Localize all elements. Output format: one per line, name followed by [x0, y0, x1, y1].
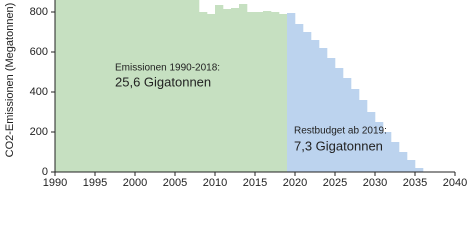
bar [359, 100, 368, 172]
bar [103, 0, 112, 172]
bar [343, 78, 352, 172]
bar [415, 168, 424, 172]
bar [119, 0, 128, 172]
y-tick-label: 600 [30, 46, 48, 58]
bar [279, 14, 288, 172]
x-tick-label: 2040 [443, 177, 467, 189]
bar [351, 89, 360, 172]
bar [159, 0, 168, 172]
bar [271, 12, 280, 172]
bar [143, 0, 152, 172]
x-tick-label: 2015 [243, 177, 267, 189]
bar [191, 0, 200, 172]
x-tick-label: 1995 [83, 177, 107, 189]
y-tick-label: 400 [30, 86, 48, 98]
x-tick-label: 1990 [43, 177, 67, 189]
bar [247, 12, 256, 172]
bar [199, 12, 208, 172]
bar [319, 48, 328, 172]
y-tick-label: 0 [42, 166, 48, 178]
bar [255, 12, 264, 172]
bar [71, 0, 80, 172]
bar [79, 0, 88, 172]
x-tick-label: 2020 [283, 177, 307, 189]
y-tick-label: 200 [30, 126, 48, 138]
x-tick-label: 2025 [323, 177, 347, 189]
bar [375, 122, 384, 172]
bar [287, 13, 296, 172]
bar [87, 0, 96, 172]
bar [239, 4, 248, 172]
bar [263, 11, 272, 172]
annotation: Emissionen 1990-2018: [115, 63, 220, 74]
bar [215, 5, 224, 172]
bar [127, 0, 136, 172]
annotation: 7,3 Gigatonnen [294, 138, 383, 153]
bar [151, 0, 160, 172]
bar [303, 32, 312, 172]
x-tick-label: 2010 [203, 177, 227, 189]
bar [55, 0, 64, 172]
bar [95, 0, 104, 172]
bar [391, 142, 400, 172]
bar [383, 132, 392, 172]
bar [231, 8, 240, 172]
page: {"chart_data": {"type": "bar", "y_label"… [3, 0, 468, 189]
x-tick-label: 2030 [363, 177, 387, 189]
bar [295, 24, 304, 172]
bar [399, 152, 408, 172]
bar [327, 58, 336, 172]
y-tick-label: 800 [30, 6, 48, 18]
bar [167, 0, 176, 172]
plot-area [55, 0, 424, 172]
bar [183, 0, 192, 172]
bar [223, 9, 232, 172]
bar [207, 14, 216, 172]
bar [335, 68, 344, 172]
x-tick-label: 2005 [163, 177, 187, 189]
bar [367, 112, 376, 172]
annotation: 25,6 Gigatonnen [115, 74, 211, 89]
x-tick-label: 2000 [123, 177, 147, 189]
annotation: Restbudget ab 2019: [294, 126, 387, 137]
bar [111, 0, 120, 172]
chart: CO2-Emissionen (Megatonnen) Emissionen 1… [4, 0, 467, 189]
bar [175, 0, 184, 172]
bar [135, 0, 144, 172]
x-tick-label: 2035 [403, 177, 427, 189]
bar [407, 160, 416, 172]
y-axis-label: CO2-Emissionen (Megatonnen) [4, 3, 16, 158]
bar [63, 0, 72, 172]
bar [311, 40, 320, 172]
